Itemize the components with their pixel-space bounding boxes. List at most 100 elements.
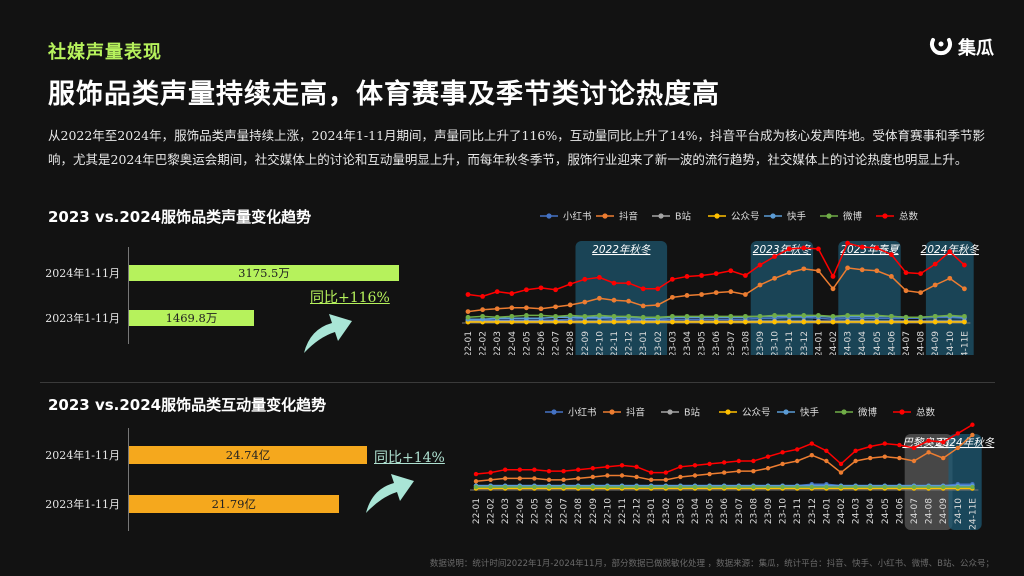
- data-point: [567, 313, 573, 318]
- data-point: [655, 314, 661, 320]
- x-tick-label: 22-11: [610, 331, 620, 355]
- data-point: [670, 294, 675, 300]
- data-point: [640, 314, 646, 320]
- data-point: [882, 484, 887, 490]
- data-point: [816, 246, 821, 252]
- x-tick-label: 23-11: [785, 331, 795, 355]
- data-point: [816, 313, 821, 318]
- data-point: [567, 281, 573, 287]
- highlight-label: 2022年秋冬: [592, 244, 651, 256]
- legend-label: 总数: [899, 211, 919, 223]
- data-point: [874, 245, 880, 251]
- data-point: [567, 302, 573, 308]
- series-line: [475, 424, 973, 475]
- highlight-region: [575, 241, 668, 355]
- data-point: [582, 313, 588, 319]
- data-point: [663, 477, 668, 483]
- data-point: [926, 484, 931, 490]
- legend-marker: [551, 409, 557, 415]
- x-tick-label: 23-01: [639, 331, 649, 355]
- data-point: [567, 319, 573, 325]
- x-tick-label: 23-08: [741, 331, 751, 355]
- data-point: [903, 314, 909, 320]
- x-tick-label: 22-09: [581, 331, 591, 355]
- data-point: [941, 439, 946, 445]
- x-tick-label: 23-06: [720, 498, 730, 524]
- data-point: [932, 282, 938, 288]
- data-point: [553, 319, 558, 325]
- data-point: [728, 319, 734, 325]
- data-point: [619, 473, 625, 478]
- data-point: [473, 484, 479, 490]
- data-point: [480, 294, 485, 299]
- data-point: [757, 282, 763, 288]
- data-point: [728, 268, 734, 274]
- data-point: [538, 285, 544, 291]
- data-point: [845, 265, 850, 271]
- data-point: [640, 319, 646, 325]
- data-point: [692, 473, 698, 478]
- x-tick-label: 22-07: [552, 331, 562, 355]
- x-tick-label: 22-05: [530, 498, 540, 524]
- legend-label: 小红书: [563, 211, 592, 223]
- legend-label: 微博: [858, 407, 878, 419]
- data-point: [626, 319, 631, 325]
- highlight-region: [948, 434, 982, 530]
- data-point: [824, 458, 829, 464]
- data-point: [503, 476, 508, 481]
- data-point: [947, 249, 953, 255]
- x-tick-label: 24-02: [829, 331, 839, 355]
- legend-label: 公众号: [742, 408, 771, 419]
- legend-marker: [770, 213, 776, 219]
- data-point: [970, 432, 975, 438]
- data-point: [611, 313, 617, 319]
- data-point: [897, 455, 902, 461]
- data-point: [684, 293, 690, 298]
- x-tick-label: 23-07: [727, 331, 737, 355]
- data-point: [816, 268, 821, 274]
- data-point: [830, 319, 836, 325]
- data-point: [801, 313, 807, 318]
- data-point: [699, 292, 704, 297]
- data-point: [882, 454, 887, 459]
- legend-label: B站: [675, 211, 692, 223]
- x-tick-label: 23-02: [662, 498, 672, 524]
- data-point: [853, 458, 858, 464]
- data-point: [655, 319, 661, 325]
- data-point: [795, 458, 800, 464]
- bar-category-label: 2023年1-11月: [45, 498, 120, 511]
- x-tick-label: 22-01: [472, 498, 482, 524]
- data-point: [582, 319, 588, 325]
- data-point: [962, 262, 967, 268]
- data-point: [838, 470, 844, 475]
- data-point: [809, 441, 814, 446]
- data-point: [634, 484, 639, 490]
- data-point: [926, 450, 931, 455]
- x-tick-label: 23-07: [735, 498, 745, 524]
- data-point: [809, 484, 814, 490]
- x-tick-label: 24-06: [895, 498, 905, 524]
- data-point: [670, 319, 675, 325]
- bar-axis: [128, 428, 129, 531]
- section-divider: [40, 382, 995, 383]
- data-point: [561, 468, 566, 474]
- data-point: [494, 289, 500, 295]
- highlight-label: 2024年秋冬: [936, 437, 995, 449]
- legend-marker: [783, 409, 789, 415]
- highlight-region: [925, 241, 974, 355]
- data-point: [619, 484, 625, 490]
- data-point: [780, 461, 785, 467]
- data-point: [830, 313, 836, 319]
- data-point: [772, 313, 777, 318]
- data-point: [941, 455, 946, 461]
- x-tick-label: 24-07: [910, 498, 920, 524]
- interaction-chart-title: 2023 vs.2024服饰品类互动量变化趋势: [48, 396, 327, 414]
- legend-marker: [725, 409, 731, 415]
- data-point: [903, 288, 909, 294]
- data-point: [678, 484, 683, 490]
- data-point: [524, 305, 529, 311]
- data-point: [546, 484, 552, 490]
- data-point: [597, 313, 602, 318]
- data-point: [561, 477, 566, 483]
- x-tick-label: 22-09: [589, 498, 599, 524]
